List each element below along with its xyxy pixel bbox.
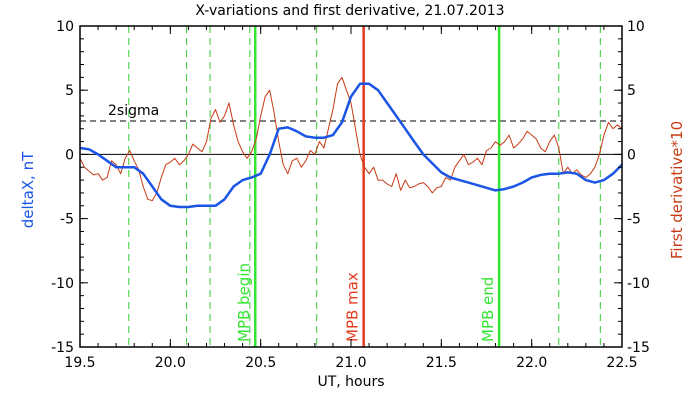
x-tick-label: 22.0 bbox=[516, 355, 547, 371]
y-tick-label-left: -15 bbox=[51, 340, 74, 356]
x-tick-label: 21.5 bbox=[426, 355, 457, 371]
series-line-deltax bbox=[79, 82, 623, 209]
y-tick-label-left: -5 bbox=[60, 212, 74, 228]
x-tick-label: 20.0 bbox=[155, 355, 186, 371]
y-tick-label-right: 5 bbox=[627, 83, 636, 99]
marker-label: MPB end bbox=[479, 277, 497, 342]
y-axis-label-right: First derivative*10 bbox=[668, 121, 686, 259]
threshold-label: 2sigma bbox=[108, 103, 159, 119]
y-tick-label-right: 10 bbox=[627, 19, 645, 35]
plot-area: 2sigma MPB begin MPB max MPB end bbox=[79, 26, 623, 347]
chart-title: X-variations and first derivative, 21.07… bbox=[195, 3, 504, 19]
marker-label: MPB max bbox=[344, 272, 362, 342]
y-axis-label-left: deltaX, nT bbox=[19, 151, 37, 228]
y-tick-label-right: -5 bbox=[627, 212, 641, 228]
marker-label: MPB begin bbox=[235, 263, 253, 342]
y-tick-label-left: 0 bbox=[65, 147, 74, 163]
y-tick-label-right: 0 bbox=[627, 147, 636, 163]
y-tick-label-left: 5 bbox=[65, 83, 74, 99]
y-tick-label-right: -15 bbox=[627, 340, 650, 356]
x-tick-label: 20.5 bbox=[245, 355, 276, 371]
x-axis-label: UT, hours bbox=[317, 374, 384, 390]
x-tick-label: 21.0 bbox=[335, 355, 366, 371]
x-tick-label: 22.5 bbox=[606, 355, 637, 371]
y-tick-label-left: 10 bbox=[56, 19, 74, 35]
series-line-derivative bbox=[79, 76, 623, 202]
y-tick-label-left: -10 bbox=[51, 276, 74, 292]
x-tick-label: 19.5 bbox=[64, 355, 95, 371]
y-tick-label-right: -10 bbox=[627, 276, 650, 292]
axis-ticks: 19.5 20.0 20.5 21.0 21.5 22.0 22.5 10 10 5 5 0 0 -5 -5… bbox=[51, 19, 650, 371]
